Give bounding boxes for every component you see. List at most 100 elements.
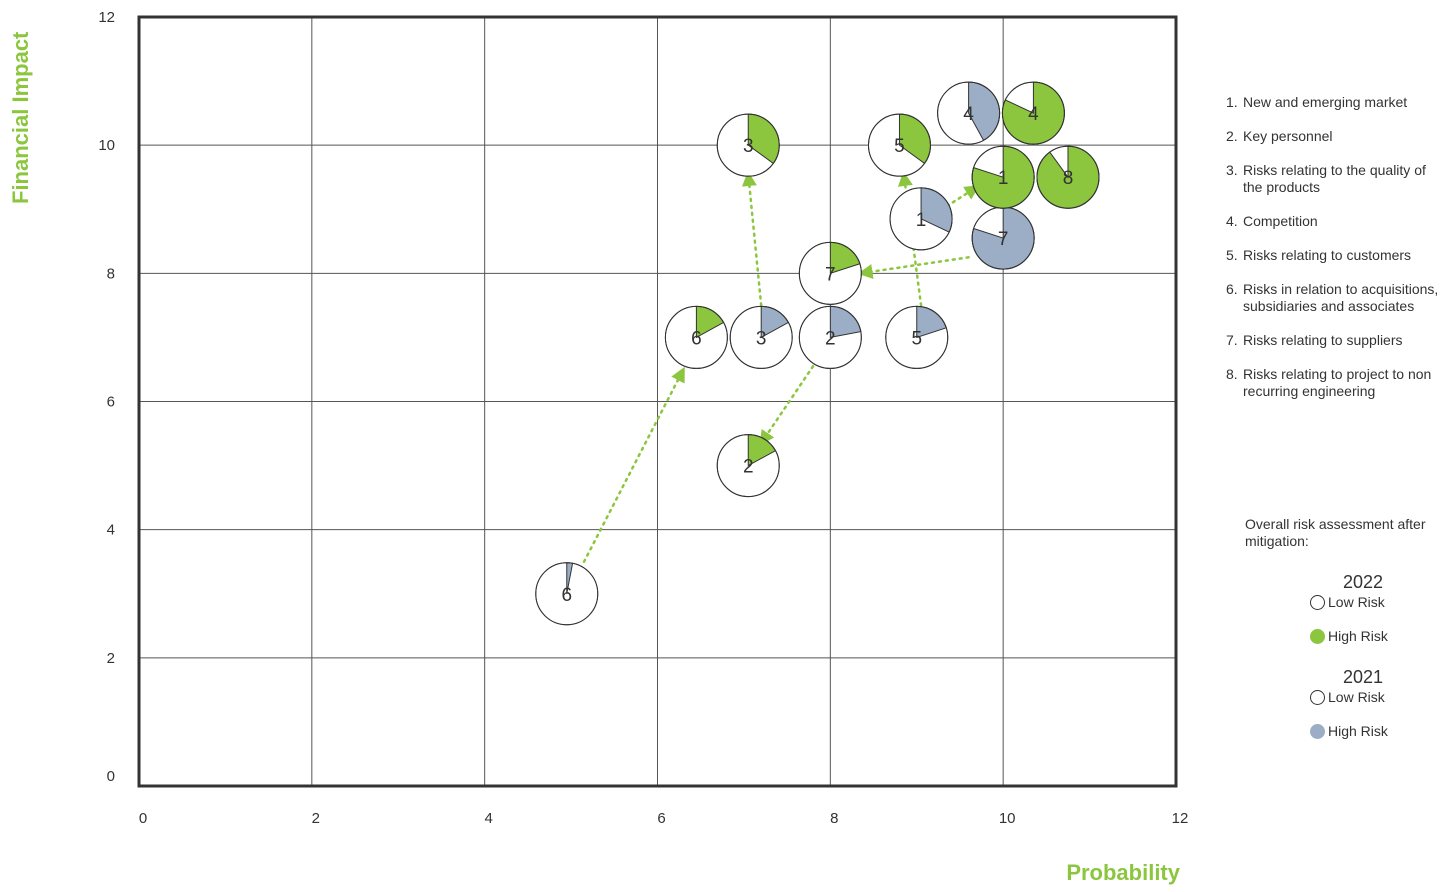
low-risk-swatch [1310,594,1325,610]
arrows [582,171,980,563]
risk-text: Competition [1243,213,1318,229]
y-tick-label: 2 [107,650,115,667]
risk-number: 4. [1226,213,1238,229]
risk-number: 6. [1226,281,1238,297]
risk-pie-2022-6: 6 [664,305,728,369]
risk-text: Risks relating to customers [1243,247,1412,263]
y-tick-label: 8 [107,265,115,282]
x-tick-label: 12 [1172,810,1189,827]
risk-number-label: 3 [743,136,754,157]
risk-number: 3. [1226,162,1238,178]
plot-border [137,15,1178,788]
risk-list-item-4: 4. Competition [1226,213,1446,230]
pie-outline [971,145,1035,209]
risk-list-item-3: 3. Risks relating to the quality of the p… [1226,162,1446,196]
y-tick-label: 4 [107,522,115,539]
legend-label: High Risk [1328,628,1388,644]
pie-outline [889,187,953,251]
risk-pie-2022-5: 5 [867,113,931,177]
risk-pie-2022-4: 4 [1001,81,1065,145]
risk-text: New and emerging market [1243,94,1408,110]
pie-outline [937,81,1001,145]
risk-pie-2021-1: 1 [889,187,953,251]
y-tick-label: 12 [98,9,115,26]
risk-text: Risks relating to the quality of the pro… [1243,162,1426,195]
legend-low-risk-2022: Low Risk [1310,594,1385,610]
risk-text: Risks in relation to acquisitions, subsi… [1243,281,1439,314]
risk-list-item-6: 6. Risks in relation to acquisitions, sub… [1226,281,1446,315]
risk-number-label: 2 [743,457,754,478]
risk-pie-2021-6: 6 [535,562,599,626]
risk-pie-2021-7: 7 [971,206,1035,270]
risk-number-label: 2 [825,328,836,349]
change-arrow-1 [945,185,980,208]
change-arrow-2 [759,365,815,446]
pie-outline [716,434,780,498]
pie-outline [798,305,862,369]
pie-outline [1001,81,1065,145]
x-tick-label: 4 [484,810,492,827]
risk-pie-2022-2: 2 [716,434,780,498]
risk-number-label: 8 [1063,168,1074,189]
risk-pie-2022-1: 1 [971,145,1035,209]
risk-text: Risks relating to suppliers [1243,332,1403,348]
risk-number-label: 5 [894,136,905,157]
x-tick-label: 2 [312,810,320,827]
legend-high-risk-2021: High Risk [1310,723,1388,739]
x-axis-title: Probability [1066,860,1180,885]
risk-pie-2022-3: 3 [716,113,780,177]
risk-number-label: 7 [998,229,1009,250]
risk-list: 1. New and emerging market 2. Key personne… [1226,94,1446,417]
risk-number-label: 6 [561,585,572,606]
x-tick-label: 8 [830,810,838,827]
legend-label: High Risk [1328,723,1388,739]
risk-pie-2022-8: 8 [1036,145,1100,209]
change-arrow-5 [897,171,923,307]
legend-low-risk-2021: Low Risk [1310,689,1385,705]
legend-title: Overall risk assessment after mitigation… [1245,516,1426,549]
risk-number-label: 1 [916,210,927,231]
legend-high-risk-2022: High Risk [1310,628,1388,644]
risk-list-item-7: 7. Risks relating to suppliers [1226,332,1446,349]
risk-list-item-5: 5. Risks relating to customers [1226,247,1446,264]
risk-text: Risks relating to project to non recurri… [1243,366,1432,399]
high-risk-swatch [1310,628,1325,644]
risk-number: 8. [1226,366,1238,382]
risk-number: 5. [1226,247,1238,263]
pie-outline [664,305,728,369]
risk-list-item-2: 2. Key personnel [1226,128,1446,145]
risk-number-label: 4 [1028,104,1039,125]
low-risk-swatch [1310,689,1325,705]
risk-text: Key personnel [1243,128,1333,144]
risk-number-label: 7 [825,264,836,285]
pie-outline [867,113,931,177]
y-axis-title: Financial Impact [8,31,33,205]
risk-pie-2022-7: 7 [798,241,862,305]
legend-year-2022: 2022 [1342,572,1384,592]
risk-pie-2021-5: 5 [885,305,949,369]
risk-number-label: 6 [691,328,702,349]
y-tick-label: 10 [98,137,115,154]
risk-pie-2021-3: 3 [729,305,793,369]
pie-outline [535,562,599,626]
legend-label: Low Risk [1328,689,1385,705]
change-arrow-3 [741,171,763,307]
risk-list-item-1: 1. New and emerging market [1226,94,1446,111]
risk-list-item-8: 8. Risks relating to project to non recur… [1226,366,1446,400]
risk-pies: 1 2 3 4 5 6 7 1 2 3 4 5 6 7 8 [535,81,1100,626]
risk-pie-2021-4: 4 [937,81,1001,145]
y-tick-label: 6 [107,394,115,411]
risk-number-label: 5 [911,328,922,349]
risk-number-label: 4 [963,104,974,125]
legend-year-2021: 2021 [1342,667,1384,687]
legend-label: Low Risk [1328,594,1385,610]
risk-number-label: 1 [998,168,1009,189]
risk-number: 7. [1226,332,1238,348]
risk-number: 1. [1226,94,1238,110]
risk-number-label: 3 [756,328,767,349]
x-tick-label: 0 [139,810,147,827]
x-tick-label: 6 [657,810,665,827]
pie-outline [716,113,780,177]
